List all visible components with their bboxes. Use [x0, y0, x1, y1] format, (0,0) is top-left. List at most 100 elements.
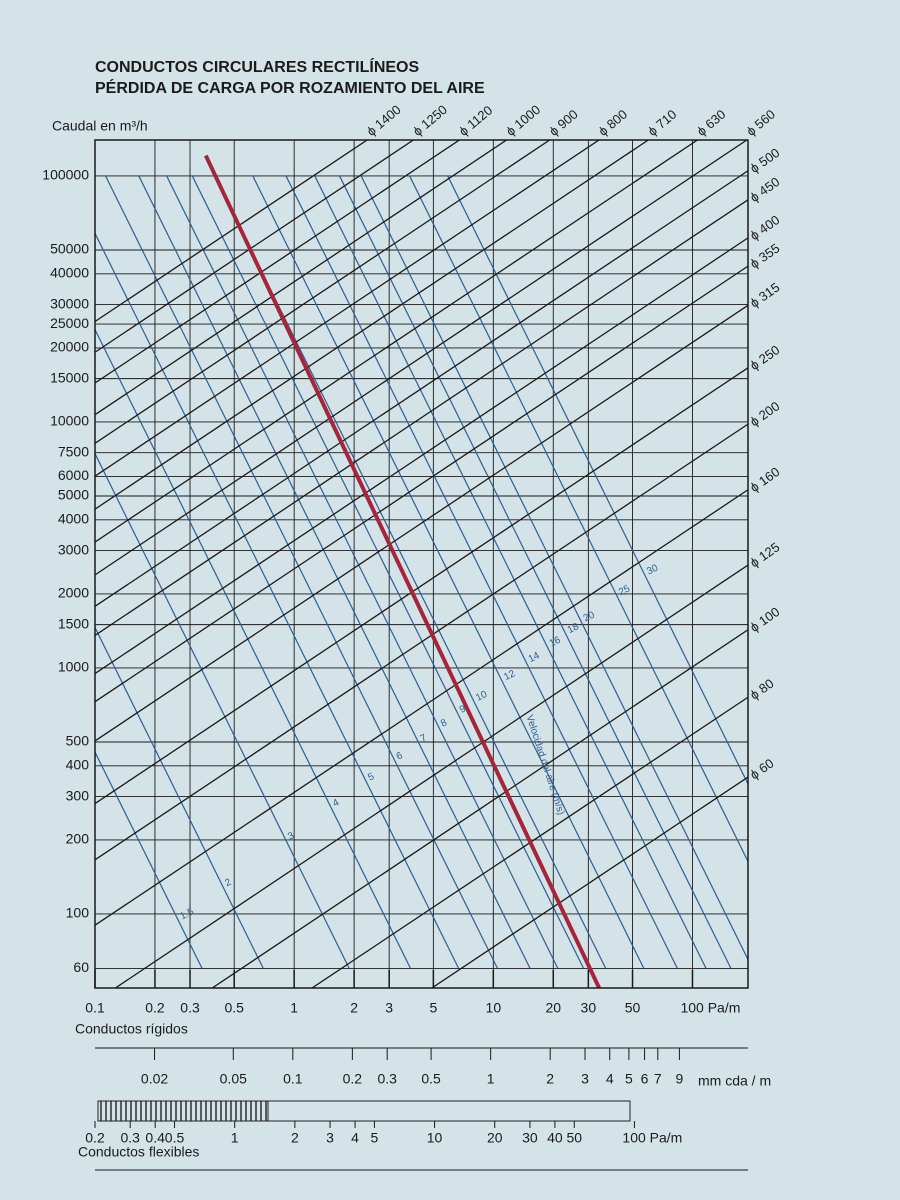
x-tick-label: 2 — [350, 1000, 358, 1016]
x2-tick-label: 7 — [654, 1071, 662, 1087]
velocity-label: 12 — [502, 668, 517, 683]
x2-tick-label: 0.1 — [283, 1071, 303, 1087]
velocity-line — [252, 175, 645, 969]
x3-tick-label: 30 — [522, 1130, 538, 1146]
diameter-label: ϕ 200 — [747, 398, 782, 429]
y-tick-label: 4000 — [58, 511, 89, 527]
plot-area — [95, 140, 748, 988]
x-tick-label: 0.2 — [145, 1000, 165, 1016]
velocity-line — [447, 175, 748, 786]
x3-tick-label: 3 — [326, 1130, 334, 1146]
x2-tick-label: 3 — [581, 1071, 589, 1087]
diameter-label: ϕ 80 — [747, 676, 776, 703]
x-tick-label: 50 — [625, 1000, 641, 1016]
velocity-line — [95, 328, 412, 969]
x2-tick-label: 1 — [487, 1071, 495, 1087]
x-tick-label: 100 Pa/m — [680, 1000, 740, 1016]
diameter-line — [95, 140, 699, 543]
x2-tick-label: 9 — [676, 1071, 684, 1087]
velocity-label: 16 — [548, 634, 563, 649]
diameter-label: ϕ 500 — [747, 145, 782, 176]
x3-tick-label: 0.5 — [165, 1130, 185, 1146]
y-tick-label: 500 — [66, 733, 90, 749]
velocity-line — [105, 175, 499, 969]
diameter-label: ϕ 400 — [747, 212, 782, 243]
x2-tick-label: 0.2 — [343, 1071, 363, 1087]
diameter-label: ϕ 560 — [743, 106, 778, 138]
velocity-line — [95, 626, 264, 969]
y-tick-label: 40000 — [50, 265, 89, 281]
diameter-line — [95, 304, 748, 742]
diameter-label: ϕ 100 — [747, 604, 782, 635]
velocity-label: 3 — [286, 830, 296, 843]
velocity-line — [314, 175, 707, 969]
x3-tick-label: 40 — [547, 1130, 563, 1146]
diameter-line — [95, 170, 748, 607]
velocity-label: 14 — [527, 650, 542, 665]
velocity-title: Velocidad del aire (m/s) — [523, 714, 566, 817]
x-tick-label: 5 — [429, 1000, 437, 1016]
diameter-line — [95, 237, 748, 675]
y-tick-label: 1000 — [58, 659, 89, 675]
x3-axis-label: Conductos flexibles — [78, 1144, 199, 1160]
y-tick-label: 2000 — [58, 585, 89, 601]
diameter-line — [95, 265, 748, 703]
velocity-line — [191, 175, 585, 969]
x-tick-label: 30 — [581, 1000, 597, 1016]
diameter-line — [95, 140, 415, 353]
x3-tick-label: 1 — [231, 1130, 239, 1146]
y-tick-label: 30000 — [50, 295, 89, 311]
x-axis-label: Conductos rígidos — [75, 1021, 188, 1037]
diameter-label: ϕ 1000 — [503, 102, 543, 139]
diameter-line — [95, 489, 748, 926]
velocity-label: 4 — [331, 797, 341, 810]
diameter-label: ϕ 355 — [747, 240, 782, 271]
x3-tick-label: 5 — [371, 1130, 379, 1146]
velocity-label: 8 — [439, 717, 449, 730]
x-tick-label: 3 — [385, 1000, 393, 1016]
x2-tick-label: 5 — [625, 1071, 633, 1087]
velocity-line — [166, 175, 559, 969]
scale-bar — [267, 1100, 631, 1122]
velocity-label: 2 — [223, 877, 233, 890]
diameter-line — [95, 140, 369, 323]
velocity-label: 5 — [366, 771, 376, 784]
velocity-label: 10 — [474, 689, 489, 704]
x-tick-label: 0.5 — [224, 1000, 244, 1016]
y-tick-label: 7500 — [58, 443, 89, 459]
velocity-line — [95, 452, 350, 969]
x-tick-label: 20 — [545, 1000, 561, 1016]
y-axis-label: Caudal en m³/h — [52, 118, 148, 134]
diameter-line — [95, 367, 748, 805]
velocity-line — [95, 750, 203, 969]
velocity-label: 1.5 — [178, 906, 196, 922]
y-tick-label: 300 — [66, 787, 90, 803]
x3-tick-label: 100 Pa/m — [622, 1130, 682, 1146]
y-tick-label: 60 — [73, 959, 89, 975]
x3-tick-label: 2 — [291, 1130, 299, 1146]
y-tick-label: 400 — [66, 757, 90, 773]
x2-tick-label: 0.02 — [141, 1071, 168, 1087]
diameter-line — [430, 776, 748, 988]
x2-tick-label: 0.05 — [220, 1071, 247, 1087]
velocity-label: 7 — [419, 732, 429, 745]
chart-subtitle: PÉRDIDA DE CARGA POR ROZAMIENTO DEL AIRE — [95, 78, 485, 97]
diameter-line — [95, 199, 748, 636]
scale-bar — [97, 1100, 269, 1122]
diameter-line — [95, 140, 551, 444]
diameter-label: ϕ 450 — [747, 174, 782, 205]
velocity-label: 20 — [582, 609, 597, 624]
velocity-line — [138, 175, 531, 969]
diameter-label: ϕ 630 — [694, 106, 729, 138]
y-tick-label: 1500 — [58, 615, 89, 631]
diameter-line — [95, 423, 748, 861]
x3-tick-label: 0.4 — [145, 1130, 165, 1146]
diameter-label: ϕ 710 — [645, 106, 680, 138]
y-tick-label: 5000 — [58, 487, 89, 503]
chart-title: CONDUCTOS CIRCULARES RECTILÍNEOS — [95, 57, 419, 76]
diameter-label: ϕ 1250 — [410, 102, 450, 139]
diameter-line — [95, 140, 748, 576]
reference-line — [203, 154, 601, 988]
diameter-line — [95, 140, 601, 477]
